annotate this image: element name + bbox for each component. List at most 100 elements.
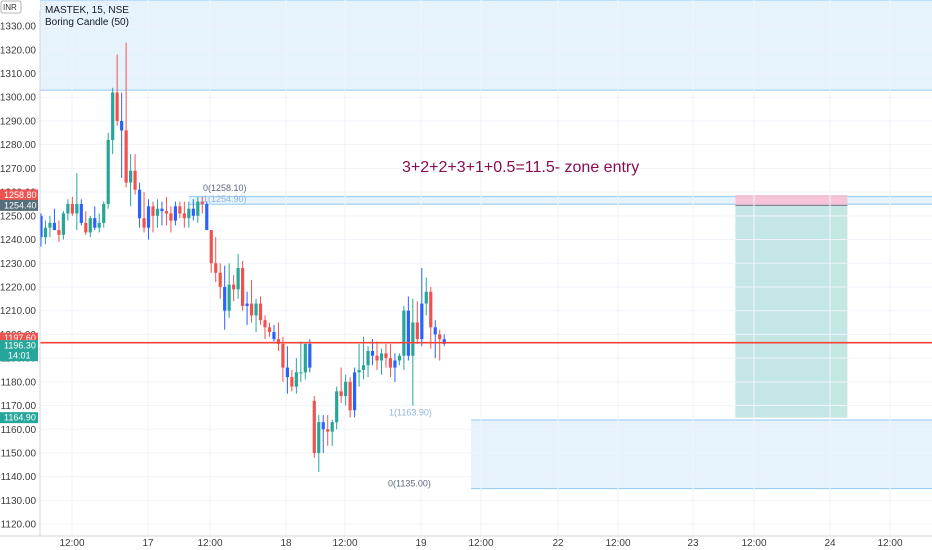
- price-tick-label: 1250.00: [0, 211, 36, 222]
- price-axis-bg: [0, 0, 40, 550]
- candle-body: [406, 310, 410, 356]
- candle-body: [218, 272, 222, 287]
- position-stop-area: [735, 194, 848, 206]
- time-tick-label: 19: [415, 538, 427, 549]
- candle-body: [442, 339, 446, 344]
- time-tick-label: 23: [687, 538, 699, 549]
- badge-target-price-label: 1164.90: [4, 413, 36, 423]
- candle-body: [57, 230, 61, 235]
- candle-body: [379, 353, 384, 361]
- time-axis[interactable]: 12:00 17 12:00 18 12:00 19 12:00 22 12:00 23 12:00…: [0, 535, 932, 550]
- price-tick-label: 1320.00: [0, 45, 36, 56]
- candle-body: [285, 367, 289, 378]
- badge-entry-price-label: 1254.40: [4, 200, 37, 210]
- price-tick-label: 1270.00: [0, 164, 36, 175]
- candle-body: [178, 206, 182, 214]
- candle-body: [249, 303, 254, 316]
- candle-body: [348, 381, 352, 411]
- price-axis[interactable]: 1120.00 1130.00 1140.00 1150.00 1160.00 1170.…: [0, 0, 41, 550]
- candle-body: [276, 339, 281, 344]
- candle-body: [317, 422, 321, 453]
- candle-body: [335, 391, 339, 423]
- currency-badge[interactable]: [0, 0, 22, 14]
- candle-body: [200, 201, 204, 204]
- price-tick-label: 1140.00: [1, 472, 37, 483]
- candle-body: [281, 343, 285, 368]
- time-tick-label: 18: [280, 538, 292, 549]
- candle-body: [196, 201, 200, 216]
- candle-body: [258, 303, 263, 321]
- candle-body: [272, 332, 276, 340]
- candle-body: [388, 358, 393, 368]
- candle-body: [146, 206, 151, 228]
- price-tick-label: 1180.00: [1, 377, 37, 388]
- price-tick-label: 1170.00: [1, 401, 37, 412]
- candle-body: [370, 351, 375, 356]
- candle-body: [88, 218, 92, 233]
- candle-body: [326, 429, 330, 432]
- supply-demand-zone: [188, 196, 932, 205]
- candle-body: [93, 218, 97, 228]
- candle-body: [151, 206, 155, 216]
- candles-layer: [39, 42, 932, 472]
- badge-last-price-label: 1197.60: [4, 333, 36, 343]
- candle-body: [330, 422, 334, 432]
- candle-body: [397, 355, 401, 361]
- candle-body: [433, 327, 437, 335]
- candle-body: [61, 213, 65, 235]
- supply-demand-zone: [471, 420, 932, 489]
- currency-label: INR: [3, 3, 17, 12]
- candle-body: [66, 203, 70, 214]
- indicator-title[interactable]: Boring Candle (50): [45, 17, 129, 28]
- candle-body: [232, 284, 236, 290]
- candle-body: [137, 189, 142, 219]
- badge-stop-price-label: 1258.80: [4, 190, 37, 200]
- time-tick-label: 12:00: [605, 538, 630, 549]
- time-tick-label: 12:00: [741, 538, 766, 549]
- price-tick-label: 1280.00: [0, 140, 36, 151]
- candle-body: [133, 170, 137, 190]
- candle-body: [97, 222, 101, 228]
- price-tick-label: 1150.00: [1, 448, 37, 459]
- candle-body: [39, 215, 43, 238]
- price-tick-label: 1300.00: [0, 93, 36, 104]
- candle-body: [173, 206, 177, 221]
- time-tick-label: 12:00: [877, 538, 902, 549]
- candle-body: [214, 263, 218, 273]
- candle-body: [223, 286, 227, 311]
- supply-demand-zone: [40, 0, 932, 91]
- candle-body: [267, 327, 272, 333]
- overlay-layer: 0(1258.10) 1(1254.90) 1(1163.90) 0(1135.…: [203, 159, 639, 489]
- candle-body: [375, 355, 379, 361]
- candle-body: [254, 303, 258, 316]
- symbol-title[interactable]: MASTEK, 15, NSE: [45, 5, 129, 16]
- price-badges: 1258.80 1254.40 1197.60 1196.30 14:01 11…: [0, 0, 40, 424]
- candle-body: [424, 291, 428, 304]
- badge-stop-price: [0, 189, 38, 201]
- candle-body: [75, 203, 79, 214]
- candle-body: [106, 139, 110, 204]
- candle-body: [205, 203, 209, 231]
- badge-current-price-label: 1196.30: [4, 341, 36, 351]
- candle-body: [415, 322, 419, 340]
- candle-body: [169, 213, 173, 221]
- candle-body: [353, 372, 357, 411]
- candle-body: [102, 203, 106, 223]
- candle-body: [357, 369, 361, 373]
- price-tick-label: 1160.00: [1, 425, 37, 436]
- candle-body: [155, 208, 160, 216]
- candle-body: [48, 222, 52, 228]
- candle-body: [308, 343, 312, 368]
- chart-header: INR MASTEK, 15, NSE Boring Candle (50): [0, 0, 129, 28]
- candle-body: [129, 170, 133, 183]
- price-tick-label: 1130.00: [1, 496, 37, 507]
- position-target-area: [735, 205, 848, 418]
- candle-body: [52, 222, 57, 231]
- candle-body: [384, 353, 388, 359]
- price-tick-label: 1240.00: [0, 235, 36, 246]
- time-tick-label: 17: [142, 538, 154, 549]
- candle-body: [115, 92, 119, 121]
- candle-body: [411, 322, 415, 356]
- candle-body: [299, 372, 303, 374]
